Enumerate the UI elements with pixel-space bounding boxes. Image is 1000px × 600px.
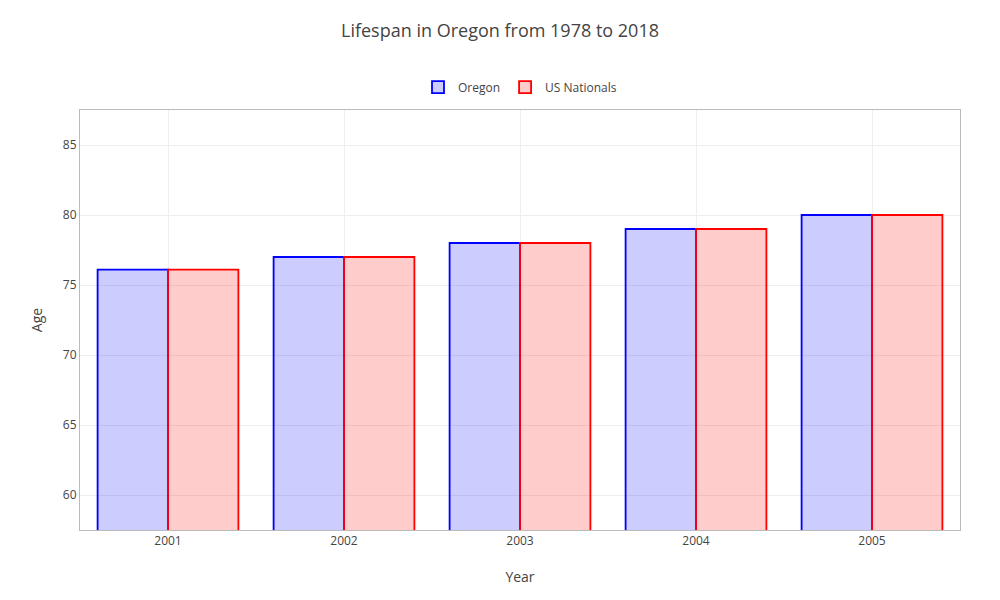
- svg-text:70: 70: [63, 346, 77, 363]
- svg-text:Lifespan in Oregon from 1978 t: Lifespan in Oregon from 1978 to 2018: [341, 18, 659, 42]
- svg-text:Oregon: Oregon: [458, 79, 500, 96]
- svg-text:85: 85: [63, 136, 77, 153]
- svg-text:US Nationals: US Nationals: [545, 79, 617, 96]
- svg-text:65: 65: [63, 416, 77, 433]
- svg-text:2002: 2002: [330, 532, 358, 549]
- svg-text:80: 80: [63, 206, 77, 223]
- svg-text:Year: Year: [505, 567, 534, 586]
- svg-text:Age: Age: [27, 308, 46, 332]
- svg-text:2004: 2004: [682, 532, 710, 549]
- svg-text:2001: 2001: [154, 532, 181, 549]
- svg-text:75: 75: [63, 276, 77, 293]
- svg-text:60: 60: [63, 486, 77, 503]
- svg-text:2003: 2003: [506, 532, 534, 549]
- svg-text:2005: 2005: [858, 532, 886, 549]
